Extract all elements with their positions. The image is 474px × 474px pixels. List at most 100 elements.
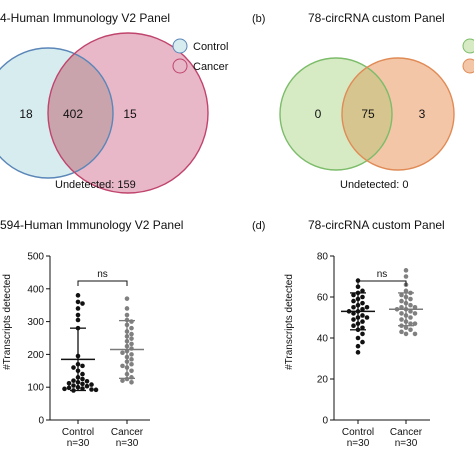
scatter-d-significance-bracket [357, 280, 407, 286]
scatter-c-category-label: Control [62, 427, 94, 438]
scatter-c-ytick-label: 200 [27, 350, 44, 361]
scatter-d-data-point [360, 300, 365, 306]
scatter-d-data-point [408, 296, 413, 302]
scatter-c-significance-bracket [77, 280, 128, 286]
scatter-d-data-point [412, 311, 418, 316]
venn-a-cancer-outline [47, 32, 209, 194]
scatter-d-ytick-label: 40 [317, 334, 329, 345]
scatter-c-ylabel: #Transcripts detected [2, 274, 13, 370]
scatter-d-data-point [399, 304, 404, 310]
scatter-d-data-point [403, 268, 409, 273]
scatter-c-ytick-label: 100 [27, 383, 44, 394]
legend-cancer-label: Cancer [193, 61, 229, 73]
venn-b-left-only: 0 [315, 107, 322, 121]
scatter-c-data-point [71, 383, 76, 388]
scatter-c-data-point [75, 317, 81, 323]
scatter-c-data-point [89, 387, 94, 392]
scatter-d-data-point [355, 350, 361, 355]
venn-b-title: 78-circRNA custom Panel [308, 11, 445, 25]
legend-control-label: Control [193, 41, 228, 53]
venn-a-overlap [47, 53, 114, 173]
scatter-c-data-point [71, 378, 76, 383]
venn-b-legend-swatch-2 [462, 58, 474, 74]
scatter-d-data-point [364, 315, 370, 320]
scatter-d-data-point [399, 298, 404, 304]
scatter-c-data-point [80, 363, 85, 369]
scatter-c-data-point [129, 341, 134, 347]
scatter-d-data-point [360, 339, 365, 345]
scatter-c-data-point [89, 382, 94, 387]
venn-panel-b: (b) 78-circRNA custom Panel 0 75 3 Undet… [252, 11, 474, 191]
scatter-c-ytick-label: 400 [27, 284, 44, 295]
scatter-d-data-point [408, 321, 413, 326]
scatter-c-data-point [124, 296, 130, 301]
scatter-d-data-point [399, 292, 404, 298]
scatter-d-data-point [408, 315, 413, 320]
scatter-c-data-point [129, 379, 134, 385]
scatter-d-data-point [360, 307, 365, 312]
scatter-c-data-point [80, 376, 85, 382]
scatter-c-data-point [124, 306, 130, 311]
scatter-c-ytick-label: 0 [38, 416, 44, 427]
scatter-d-data-point [360, 288, 365, 294]
scatter-d-data-point [351, 311, 356, 316]
scatter-d-data-point [408, 309, 413, 314]
legend-cancer-swatch [172, 58, 188, 74]
scatter-d-ytick-label: 80 [317, 252, 329, 263]
scatter-d-data-point [412, 304, 418, 310]
scatter-d-data-point [412, 331, 418, 337]
scatter-d-data-point [403, 331, 409, 337]
scatter-d-data-point [355, 343, 361, 349]
scatter-d-data-point [360, 294, 365, 300]
venn-a-intersection: 402 [63, 107, 83, 121]
scatter-c-data-point [93, 387, 99, 393]
panel-letter-b: (b) [252, 13, 265, 25]
scatter-d-data-point [403, 274, 409, 279]
scatter-d-ytick-label: 20 [317, 375, 329, 386]
venn-b-legend-swatch-1 [462, 38, 474, 54]
scatter-c-data-point [129, 352, 134, 357]
scatter-c-data-point [80, 301, 85, 306]
venn-a-undetected: Undetected: 159 [55, 179, 136, 191]
scatter-c-data-point [80, 381, 85, 387]
scatter-c-data-point [84, 383, 90, 389]
scatter-c-data-point [120, 363, 125, 369]
scatter-c-data-point [129, 325, 134, 331]
scatter-c-data-point [84, 378, 90, 384]
scatter-d-data-point [351, 304, 356, 310]
scatter-c-ytick-label: 300 [27, 317, 44, 328]
scatter-c-data-point [66, 380, 72, 386]
scatter-d-data-point [360, 313, 365, 318]
scatter-c-data-point [120, 378, 125, 383]
scatter-c-data-point [75, 312, 81, 318]
scatter-d-data-point [351, 292, 356, 298]
scatter-d-data-point [360, 331, 365, 337]
scatter-c-category-sublabel: n=30 [116, 438, 139, 449]
venn-b-right-only: 3 [419, 107, 426, 121]
scatter-d-category-label: Control [342, 427, 374, 438]
scatter-d-data-point [351, 298, 356, 304]
scatter-c-data-point [75, 306, 81, 311]
panel-letter-d: (d) [252, 220, 265, 232]
scatter-c-category-label: Cancer [111, 427, 144, 438]
scatter-d-data-point [403, 288, 409, 294]
scatter-c-data-point [129, 361, 134, 367]
scatter-d-data-point [351, 323, 356, 329]
scatter-c-data-point [124, 312, 130, 318]
scatter-d-ytick-label: 60 [317, 293, 329, 304]
scatter-c-data-point [66, 385, 72, 391]
scatter-d-data-point [355, 335, 361, 341]
scatter-d-data-point [351, 317, 356, 322]
scatter-panel-c: 594-Human Immunology V2 Panel #Transcrip… [0, 218, 183, 449]
scatter-c-data-point [80, 371, 85, 377]
scatter-d-data-point [399, 311, 404, 316]
legend-control-swatch [172, 38, 188, 54]
scatter-c-ytick-label: 500 [27, 252, 44, 263]
scatter-c-data-point [129, 331, 134, 337]
venn-a-control-only: 18 [19, 107, 33, 121]
scatter-d-category-sublabel: n=30 [395, 438, 418, 449]
scatter-d-data-point [360, 325, 365, 331]
scatter-c-data-point [71, 365, 76, 370]
scatter-d-data-point [399, 317, 404, 322]
